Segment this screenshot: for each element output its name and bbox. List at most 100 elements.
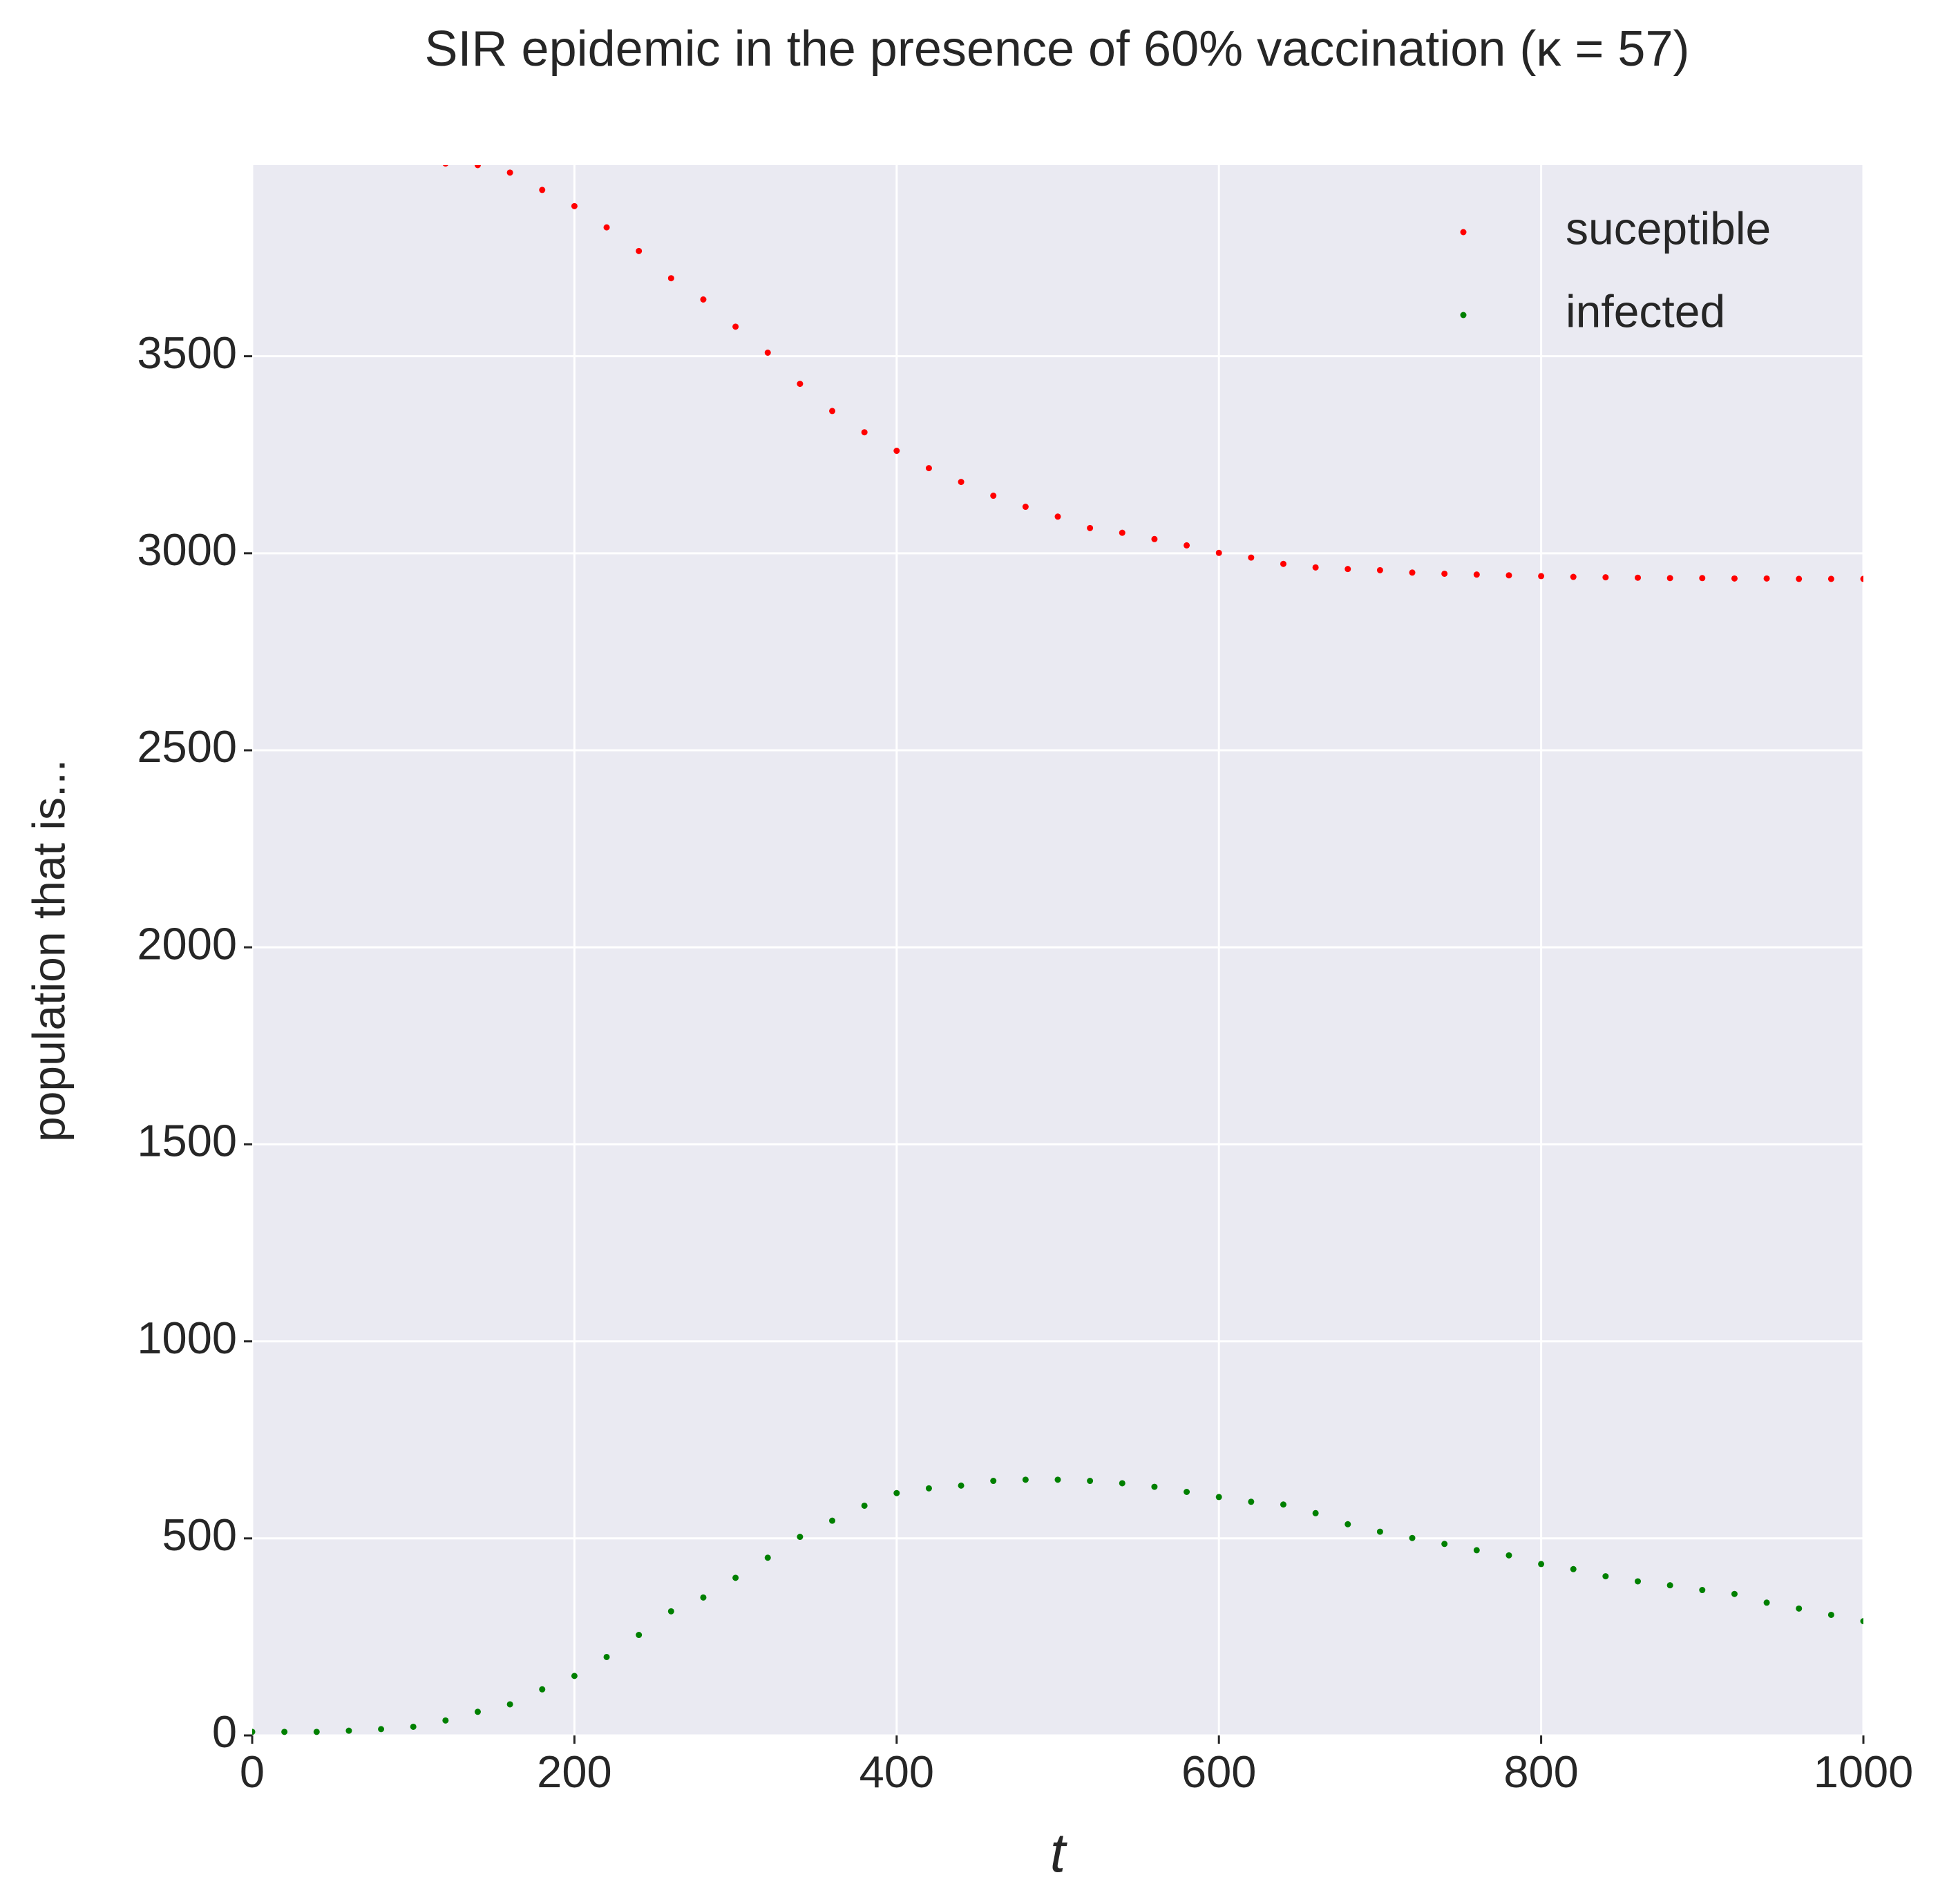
y-axis-label: population that is... — [23, 759, 74, 1142]
point — [1054, 1476, 1061, 1483]
point — [1345, 1521, 1351, 1527]
point — [1441, 1541, 1448, 1548]
point — [410, 1723, 417, 1730]
y-tick-label: 500 — [162, 1510, 237, 1560]
point — [667, 275, 674, 282]
point — [378, 158, 384, 164]
legend-label: infected — [1566, 285, 1725, 336]
point — [1312, 1510, 1319, 1516]
point — [764, 1554, 771, 1561]
point — [1376, 1528, 1383, 1535]
point — [861, 429, 868, 436]
point — [797, 1534, 804, 1541]
y-tick-label: 3500 — [137, 327, 237, 378]
x-tick-label: 200 — [537, 1746, 611, 1797]
point — [1538, 1561, 1545, 1568]
point — [1635, 574, 1642, 581]
point — [1473, 571, 1480, 578]
point — [539, 1686, 546, 1693]
point — [1087, 1478, 1094, 1485]
y-tick-label: 2000 — [137, 918, 237, 969]
point — [1215, 1494, 1222, 1501]
point — [506, 1701, 513, 1708]
point — [1280, 560, 1286, 567]
point — [1731, 575, 1738, 582]
point — [1505, 572, 1512, 579]
point — [1666, 1582, 1673, 1589]
point — [700, 296, 707, 303]
point — [539, 187, 546, 193]
point — [732, 323, 739, 330]
point — [1763, 1599, 1770, 1606]
point — [603, 1653, 610, 1660]
point — [636, 247, 643, 254]
x-tick-label: 800 — [1503, 1746, 1578, 1797]
point — [1796, 575, 1803, 582]
x-tick-label: 400 — [859, 1746, 934, 1797]
point — [1022, 504, 1029, 511]
point — [1184, 542, 1190, 549]
chart-title: SIR epidemic in the presence of 60% vacc… — [425, 21, 1690, 77]
point — [829, 408, 836, 415]
point — [1570, 1565, 1577, 1572]
point — [1635, 1578, 1642, 1585]
point — [1054, 513, 1061, 520]
point — [571, 1673, 578, 1679]
point — [893, 1489, 900, 1496]
point — [442, 165, 448, 167]
point — [313, 1729, 320, 1735]
x-axis-label: t — [1050, 1822, 1067, 1883]
point — [958, 479, 965, 486]
point — [1570, 573, 1577, 580]
point — [442, 1717, 449, 1724]
point — [1860, 575, 1863, 582]
point — [1699, 1587, 1706, 1594]
point — [990, 1478, 997, 1485]
point — [1827, 1611, 1834, 1618]
grid — [251, 165, 1865, 1737]
point — [990, 493, 997, 499]
point — [249, 156, 256, 162]
point — [1248, 554, 1255, 561]
point — [1215, 549, 1222, 556]
point — [571, 202, 578, 209]
point — [474, 1708, 481, 1715]
point — [1312, 564, 1319, 571]
point — [1602, 574, 1609, 581]
y-tick-label: 3000 — [137, 524, 237, 575]
point — [281, 1729, 288, 1735]
y-tick-label: 1500 — [137, 1116, 237, 1166]
point — [1699, 575, 1706, 582]
point — [1184, 1488, 1190, 1495]
point — [1345, 566, 1351, 573]
point — [345, 157, 352, 163]
point — [700, 1594, 707, 1601]
point — [345, 1727, 352, 1734]
point — [252, 1729, 256, 1735]
point — [925, 465, 932, 472]
point — [958, 1482, 965, 1489]
point — [474, 165, 481, 169]
point — [410, 159, 417, 165]
x-tick-label: 0 — [240, 1746, 265, 1797]
point — [378, 1726, 385, 1733]
point — [1827, 575, 1834, 582]
point — [1505, 1552, 1512, 1559]
foreground: 0 500 1000 1500 2000 2500 3000 3500 0 200 400 600 80… — [137, 202, 1913, 1797]
y-tick-label: 1000 — [137, 1313, 237, 1363]
point — [1409, 1534, 1416, 1541]
point — [1473, 1547, 1480, 1554]
point — [1763, 575, 1770, 582]
point — [861, 1502, 868, 1509]
point — [1860, 1618, 1863, 1625]
point — [1409, 569, 1416, 576]
point — [1376, 567, 1383, 573]
point — [603, 224, 610, 231]
point — [925, 1485, 932, 1492]
point — [636, 1632, 643, 1639]
point — [1087, 524, 1094, 531]
point — [1796, 1605, 1803, 1612]
y-tick-label: 2500 — [137, 721, 237, 772]
point — [506, 169, 513, 176]
